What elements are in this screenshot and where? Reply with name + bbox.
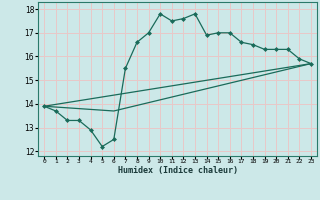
X-axis label: Humidex (Indice chaleur): Humidex (Indice chaleur) bbox=[118, 166, 238, 175]
